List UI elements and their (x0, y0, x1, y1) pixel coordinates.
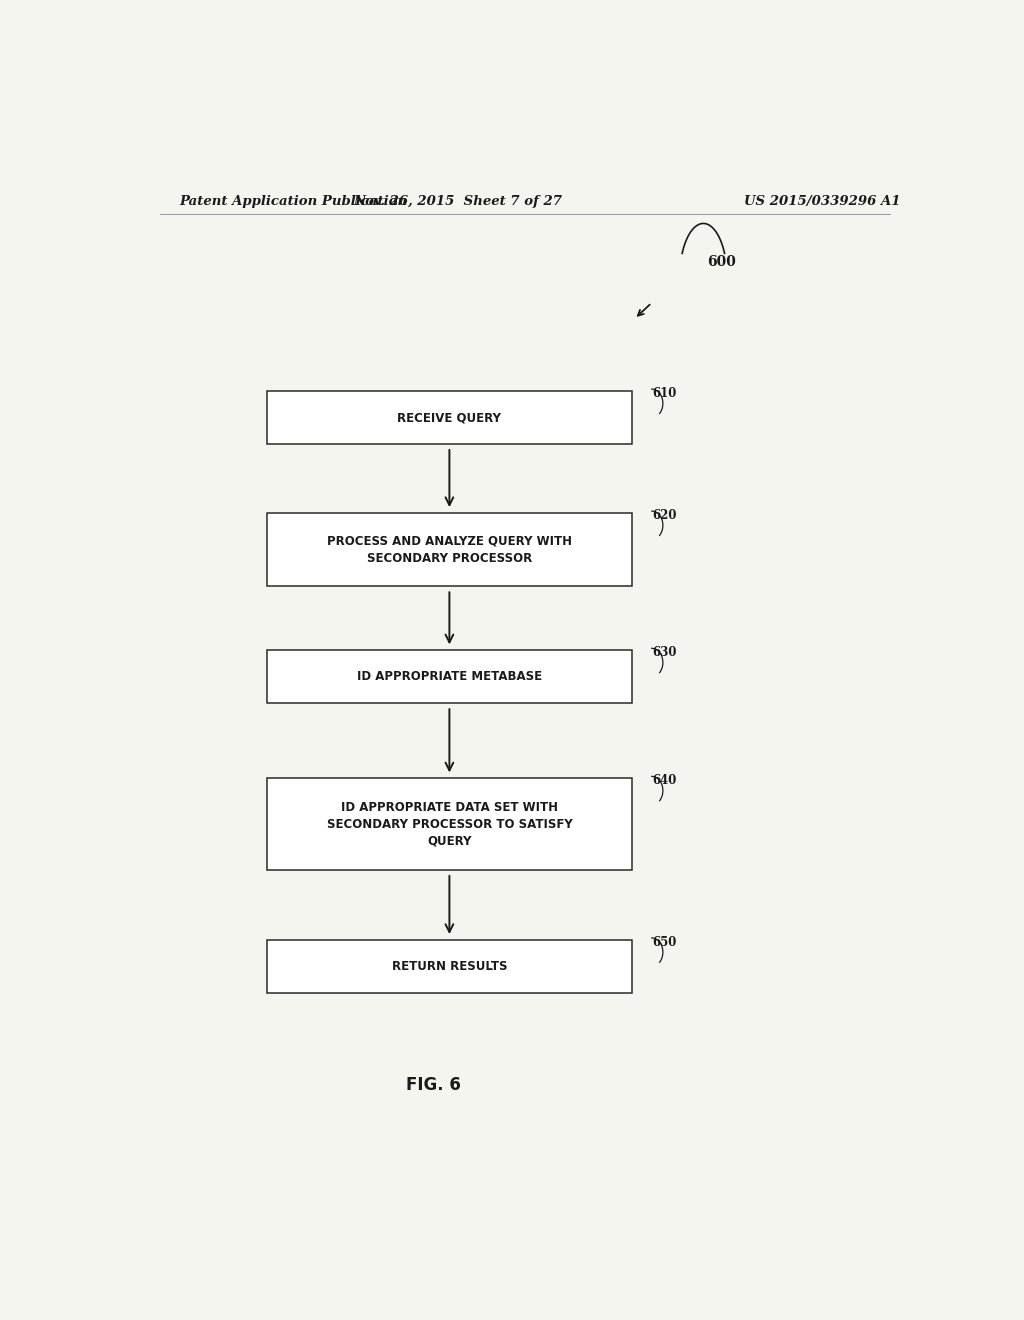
Bar (267, 391, 632, 444)
Text: 650: 650 (652, 936, 677, 949)
Bar (267, 940, 632, 993)
Text: RETURN RESULTS: RETURN RESULTS (391, 960, 507, 973)
Text: 610: 610 (652, 387, 677, 400)
Text: 600: 600 (708, 255, 736, 269)
Text: PROCESS AND ANALYZE QUERY WITH
SECONDARY PROCESSOR: PROCESS AND ANALYZE QUERY WITH SECONDARY… (327, 535, 572, 565)
Bar (267, 779, 632, 870)
Text: Patent Application Publication: Patent Application Publication (179, 194, 408, 207)
Text: US 2015/0339296 A1: US 2015/0339296 A1 (744, 194, 901, 207)
Text: 630: 630 (652, 647, 677, 659)
Text: Nov. 26, 2015  Sheet 7 of 27: Nov. 26, 2015 Sheet 7 of 27 (353, 194, 562, 207)
Text: RECEIVE QUERY: RECEIVE QUERY (397, 411, 502, 424)
Text: 640: 640 (652, 775, 677, 787)
Text: ID APPROPRIATE METABASE: ID APPROPRIATE METABASE (356, 671, 542, 684)
Text: FIG. 6: FIG. 6 (407, 1076, 461, 1094)
Bar (267, 513, 632, 586)
Text: 620: 620 (652, 510, 677, 521)
Bar (267, 651, 632, 704)
Text: ID APPROPRIATE DATA SET WITH
SECONDARY PROCESSOR TO SATISFY
QUERY: ID APPROPRIATE DATA SET WITH SECONDARY P… (327, 801, 572, 847)
